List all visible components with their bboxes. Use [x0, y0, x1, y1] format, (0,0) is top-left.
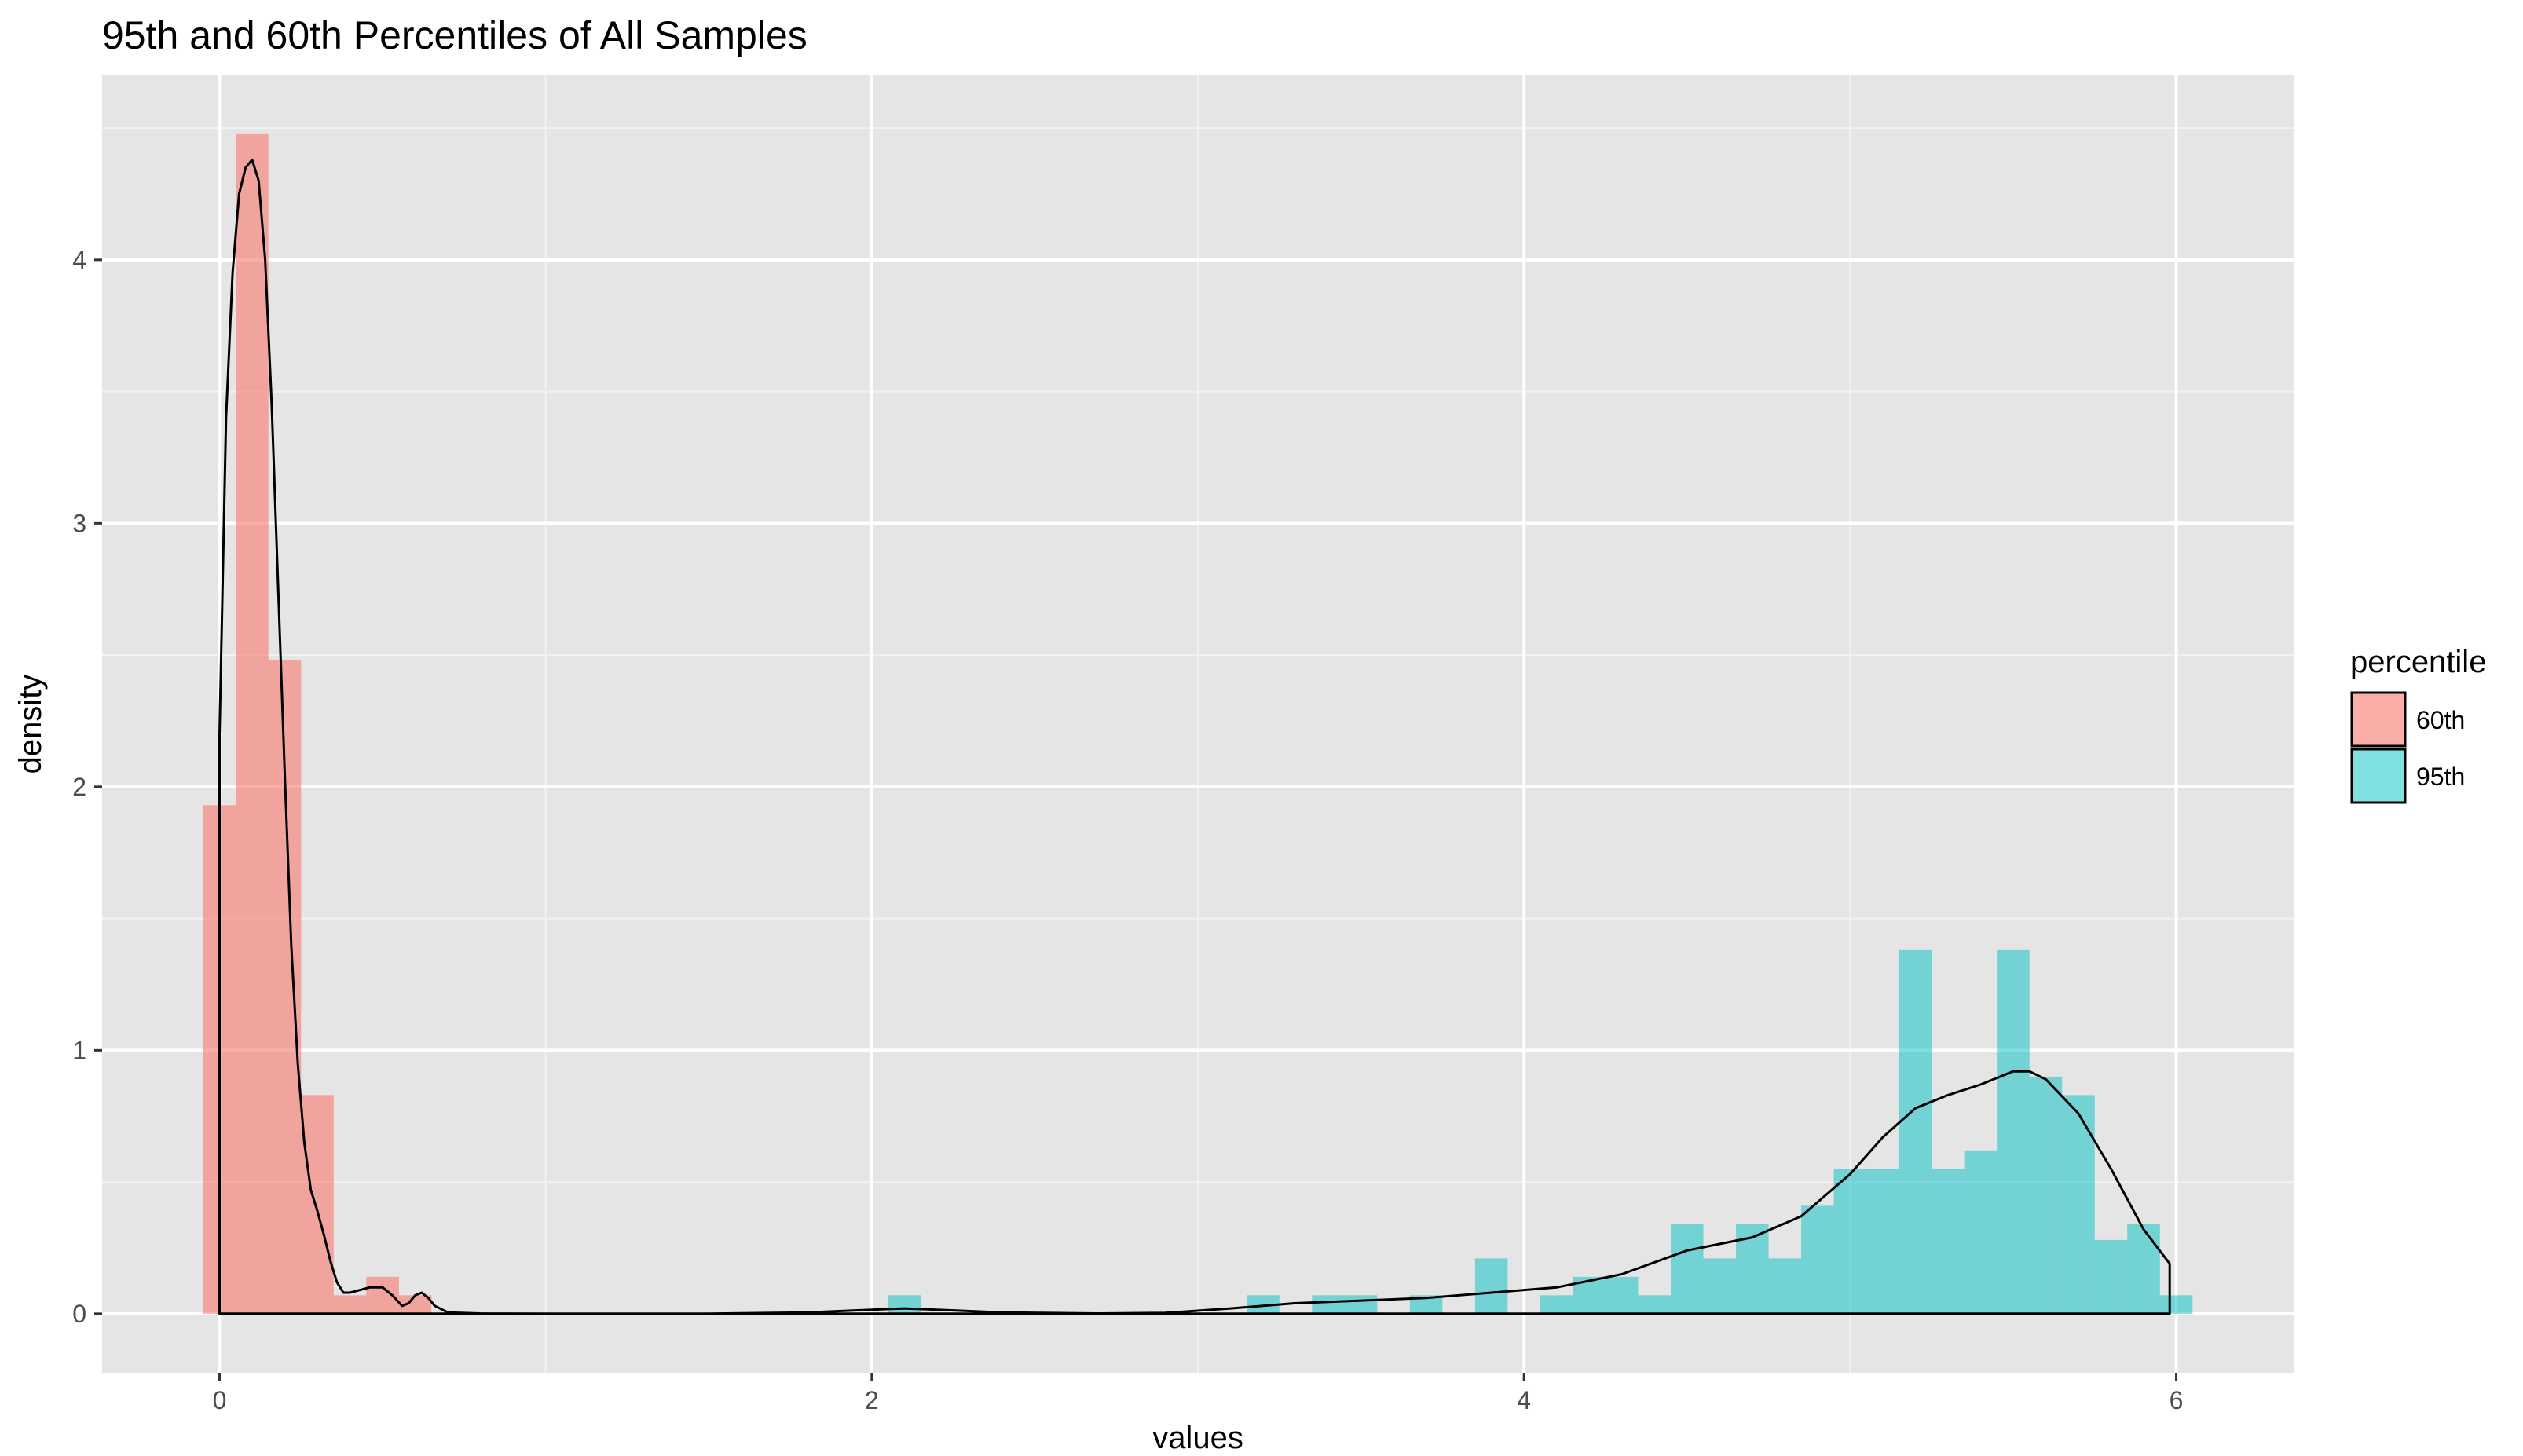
- legend-label-60th: 60th: [2416, 706, 2465, 734]
- histogram-bar-95th: [2127, 1224, 2160, 1314]
- histogram-bar-95th: [1833, 1169, 1867, 1314]
- y-axis-ticks: 0 1 2 3 4: [72, 246, 102, 1328]
- legend-key-60th: [2350, 691, 2407, 748]
- histogram-bar-60th: [366, 1276, 399, 1314]
- density-curve-group: [218, 158, 2171, 1315]
- y-axis-title: density: [13, 675, 48, 774]
- y-tick-label: 0: [72, 1300, 86, 1328]
- density-curve: [218, 158, 2171, 1315]
- histogram-bar-95th: [1899, 949, 1932, 1314]
- x-tick-label: 2: [865, 1386, 879, 1414]
- y-tick-label: 1: [72, 1036, 86, 1064]
- legend: percentile 60th 95th: [2350, 645, 2486, 804]
- histogram-bar-95th: [1409, 1295, 1443, 1314]
- legend-title: percentile: [2350, 645, 2486, 679]
- histogram-bar-95th: [1638, 1295, 1672, 1314]
- histogram-bar-95th: [1312, 1295, 1345, 1314]
- y-tick-label: 2: [72, 773, 86, 801]
- histogram-bar-95th: [1768, 1258, 1802, 1314]
- histogram-bar-60th: [236, 133, 269, 1314]
- histogram-bar-60th: [301, 1095, 334, 1314]
- legend-key-95th: [2350, 748, 2407, 804]
- histogram-bar-95th: [2029, 1076, 2063, 1314]
- histogram-bar-95th: [1932, 1169, 1965, 1314]
- histogram-bar-95th: [2062, 1095, 2095, 1314]
- histogram-bar-95th: [1247, 1295, 1280, 1314]
- x-axis-ticks: 0 2 4 6: [213, 1373, 2184, 1414]
- x-tick-label: 0: [213, 1386, 227, 1414]
- histogram-bar-95th: [1671, 1224, 1704, 1314]
- histogram-bar-95th: [1997, 949, 2030, 1314]
- histogram-bar-95th: [1605, 1276, 1639, 1314]
- histogram-bar-60th: [333, 1295, 367, 1314]
- histogram-bar-95th: [888, 1295, 921, 1314]
- histogram-bar-95th: [1866, 1169, 1899, 1314]
- y-tick-label: 4: [72, 246, 86, 274]
- minor-gridlines: [102, 75, 2294, 1373]
- histogram-bar-95th: [2159, 1295, 2193, 1314]
- bars-95th: [888, 949, 2193, 1314]
- histogram-bar-95th: [1344, 1295, 1378, 1314]
- x-tick-label: 6: [2170, 1386, 2184, 1414]
- legend-label-95th: 95th: [2416, 763, 2465, 791]
- major-gridlines: [102, 75, 2294, 1373]
- histogram-bar-95th: [1801, 1205, 1834, 1314]
- histogram-bar-95th: [1474, 1258, 1508, 1314]
- histogram-bar-95th: [1703, 1258, 1737, 1314]
- histogram-bar-95th: [2094, 1239, 2128, 1314]
- x-tick-label: 4: [1517, 1386, 1531, 1414]
- histogram-bar-60th: [398, 1295, 432, 1314]
- histogram-bar-95th: [1540, 1295, 1573, 1314]
- histogram-bar-95th: [1964, 1150, 1998, 1314]
- x-axis-title: values: [1152, 1421, 1243, 1455]
- y-tick-label: 3: [72, 509, 86, 537]
- chart-title: 95th and 60th Percentiles of All Samples: [102, 13, 807, 57]
